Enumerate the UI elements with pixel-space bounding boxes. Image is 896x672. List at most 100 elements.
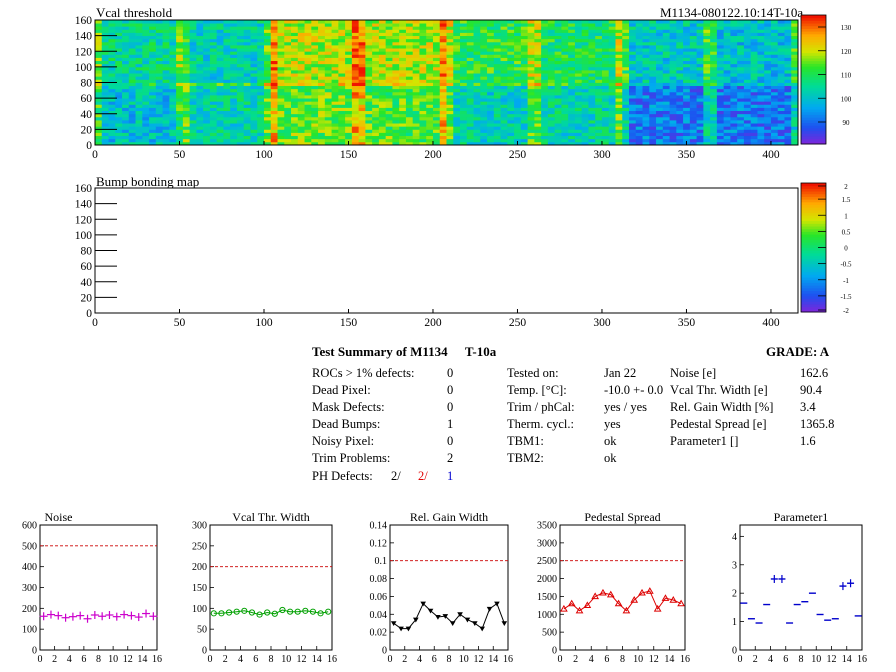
- map-cell: [345, 104, 353, 108]
- map-cell: [216, 123, 224, 127]
- map-cell: [155, 70, 163, 74]
- map-cell: [392, 23, 400, 27]
- map-cell: [716, 60, 725, 65]
- test-info-row-value: yes: [604, 417, 621, 431]
- map-cell: [757, 76, 765, 80]
- map-cell: [500, 38, 508, 43]
- map-cell: [784, 82, 792, 87]
- map-cell: [209, 79, 218, 83]
- map-cell: [196, 79, 204, 83]
- map-cell: [216, 76, 224, 80]
- map-cell: [230, 73, 238, 77]
- map-cell: [372, 123, 380, 127]
- data-point: [653, 604, 662, 612]
- map-cell: [500, 70, 508, 74]
- map-cell: [541, 51, 549, 55]
- map-cell: [635, 95, 643, 99]
- data-point: [427, 608, 434, 614]
- map-cell: [358, 126, 366, 130]
- map-cell: [412, 82, 420, 87]
- map-cell: [588, 63, 596, 68]
- map-cell: [277, 132, 285, 137]
- map-cell: [236, 85, 245, 90]
- map-cell: [460, 132, 468, 137]
- map-cell: [203, 141, 211, 146]
- map-cell: [304, 60, 312, 65]
- map-cell: [203, 23, 211, 27]
- map-cell: [568, 85, 576, 90]
- map-cell: [297, 38, 305, 43]
- map-cell: [318, 138, 326, 143]
- map-cell: [520, 85, 529, 90]
- map-cell: [155, 110, 163, 115]
- map-cell: [250, 23, 258, 27]
- map-cell: [703, 38, 711, 43]
- map-cell: [345, 126, 353, 130]
- map-cell: [162, 63, 170, 68]
- map-cell: [284, 138, 292, 143]
- map-cell: [324, 54, 332, 58]
- map-cell: [331, 51, 339, 55]
- map-cell: [250, 38, 258, 43]
- map-cell: [493, 70, 501, 74]
- map-cell: [176, 91, 184, 96]
- map-cell: [345, 45, 353, 49]
- map-cell: [588, 107, 596, 112]
- map-cell: [439, 63, 447, 68]
- map-cell: [412, 88, 420, 93]
- map-cell: [263, 120, 272, 124]
- map-cell: [791, 32, 799, 37]
- map-cell: [162, 126, 170, 130]
- map-cell: [351, 48, 360, 52]
- map-cell: [791, 38, 799, 43]
- map-cell: [770, 60, 779, 65]
- map-cell: [412, 141, 420, 146]
- map-cell: [209, 116, 218, 121]
- map-cell: [318, 32, 326, 37]
- map-cell: [446, 116, 454, 121]
- map-cell: [716, 98, 725, 102]
- map-cell: [642, 141, 650, 146]
- map-cell: [405, 95, 414, 99]
- map-cell: [257, 57, 265, 62]
- map-cell: [601, 32, 610, 37]
- map-cell: [791, 88, 799, 93]
- map-cell: [480, 104, 488, 108]
- map-cell: [622, 35, 630, 40]
- map-cell: [216, 120, 224, 124]
- map-cell: [554, 66, 562, 71]
- map-cell: [385, 66, 393, 71]
- map-cell: [412, 123, 420, 127]
- map-cell: [487, 38, 495, 43]
- map-cell: [291, 101, 299, 105]
- map-cell: [493, 20, 501, 24]
- palette-tick-label: 1: [844, 212, 848, 220]
- map-cell: [534, 88, 542, 93]
- map-cell: [473, 135, 481, 140]
- map-cell: [601, 79, 610, 83]
- map-cell: [203, 51, 211, 55]
- map-cell: [473, 76, 481, 80]
- map-cell: [770, 116, 779, 121]
- map-cell: [784, 141, 792, 146]
- data-point: [210, 610, 217, 617]
- map-cell: [466, 35, 474, 40]
- map-cell: [122, 107, 130, 112]
- map-cell: [541, 57, 549, 62]
- map-cell: [500, 95, 508, 99]
- map-cell: [703, 85, 711, 90]
- map-cell: [642, 98, 650, 102]
- map-cell: [473, 38, 481, 43]
- map-cell: [737, 76, 745, 80]
- map-cell: [216, 48, 224, 52]
- map-cell: [635, 104, 643, 108]
- map-cell: [291, 95, 299, 99]
- map-cell: [135, 141, 143, 146]
- map-cell: [716, 95, 725, 99]
- map-cell: [250, 41, 258, 46]
- map-cell: [770, 41, 779, 46]
- map-cell: [189, 32, 197, 37]
- map-cell: [182, 73, 191, 77]
- map-cell: [351, 126, 360, 130]
- map-cell: [547, 57, 556, 62]
